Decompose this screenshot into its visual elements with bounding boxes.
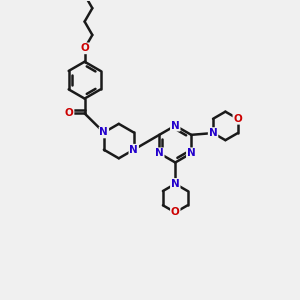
Text: N: N	[209, 128, 218, 138]
Text: N: N	[187, 148, 196, 158]
Text: O: O	[233, 114, 242, 124]
Text: N: N	[171, 121, 180, 130]
Text: O: O	[80, 44, 89, 53]
Text: N: N	[155, 148, 164, 158]
Text: N: N	[129, 145, 138, 155]
Text: O: O	[171, 207, 180, 218]
Text: N: N	[100, 128, 108, 137]
Text: N: N	[171, 179, 180, 189]
Text: O: O	[65, 108, 74, 118]
